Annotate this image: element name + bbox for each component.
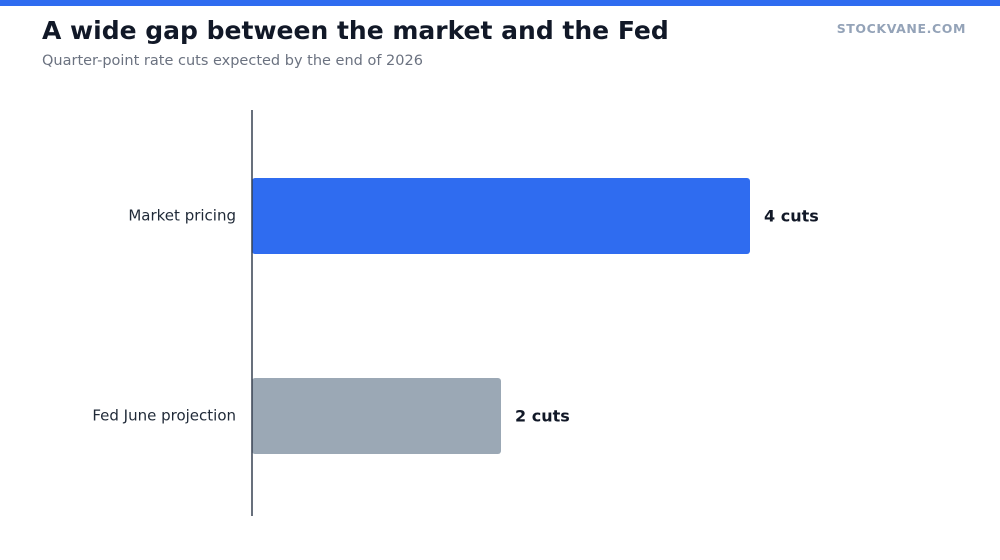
value-label-0: 4 cuts	[764, 207, 819, 226]
category-label-0: Market pricing	[128, 207, 236, 225]
bars-group: Market pricing 4 cuts Fed June projection 2…	[92, 178, 819, 454]
chart-title: A wide gap between the market and the Fe…	[42, 16, 669, 45]
chart-subtitle: Quarter-point rate cuts expected by the …	[42, 53, 423, 69]
bar-1	[252, 378, 501, 454]
value-label-1: 2 cuts	[515, 407, 570, 426]
accent-top-bar	[0, 0, 1000, 6]
brand-label: STOCKVANE.COM	[836, 21, 966, 36]
bar-0	[252, 178, 750, 254]
category-label-1: Fed June projection	[92, 407, 236, 425]
